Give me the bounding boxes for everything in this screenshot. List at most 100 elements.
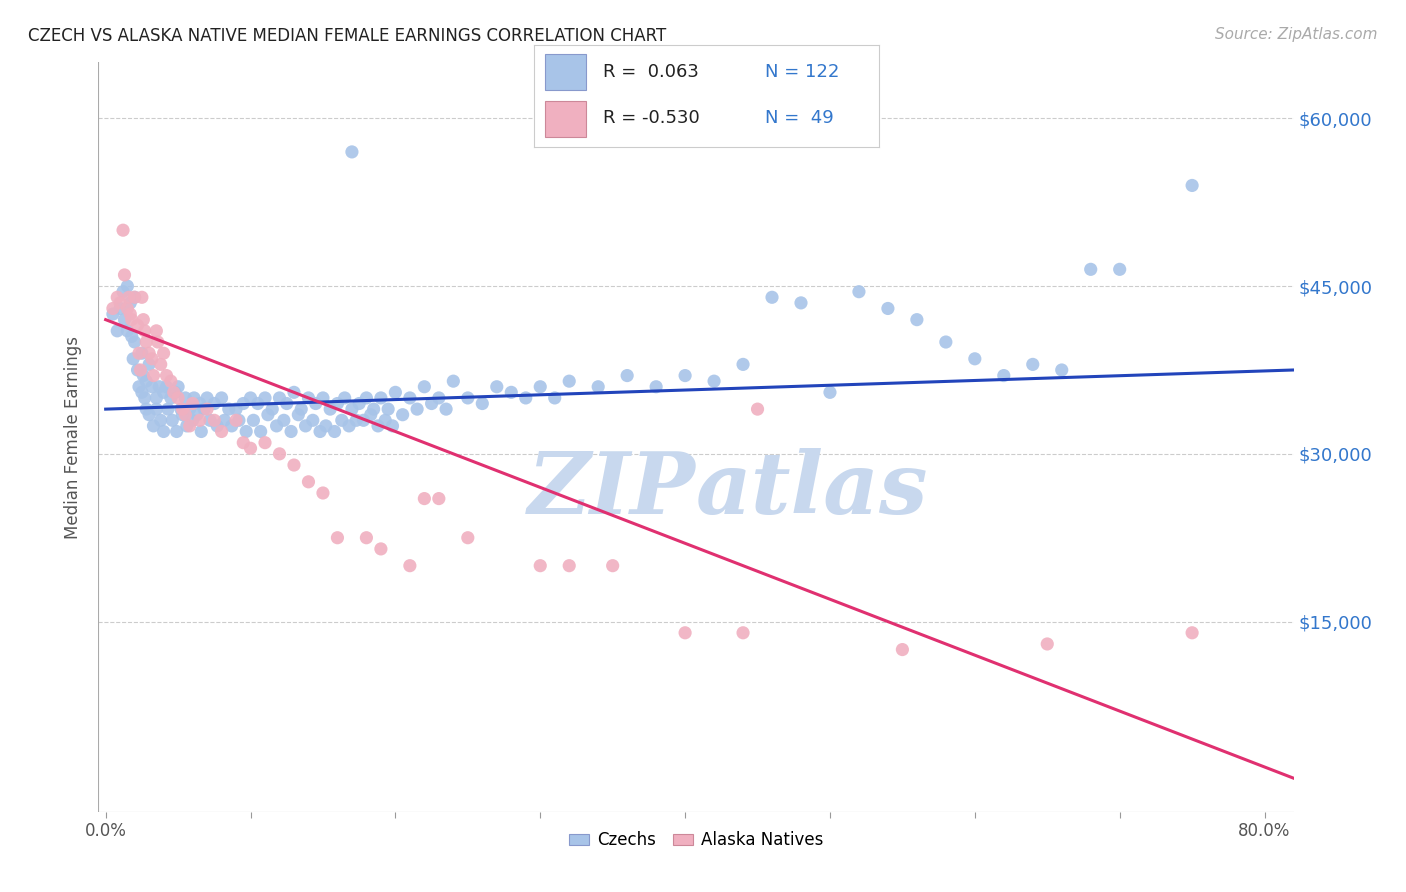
Point (374, 413, 396, 427)
Point (239, 442, 262, 456)
Point (399, 391, 422, 405)
Point (1050, 363, 1073, 377)
Point (128, 380, 150, 394)
Point (131, 346, 153, 360)
Point (138, 346, 160, 360)
Point (413, 491, 436, 506)
Point (290, 402, 312, 417)
Point (360, 408, 382, 422)
Point (149, 358, 172, 372)
Point (152, 425, 174, 439)
Point (471, 396, 494, 410)
Point (673, 625, 696, 640)
Point (420, 396, 443, 410)
Point (515, 391, 537, 405)
Point (105, 290, 128, 304)
Point (108, 296, 131, 310)
Point (225, 413, 247, 427)
Point (221, 418, 243, 433)
Point (485, 380, 508, 394)
Point (105, 324, 128, 338)
Point (399, 558, 422, 573)
Point (141, 380, 163, 394)
Point (190, 425, 212, 439)
Point (253, 391, 276, 405)
Point (193, 402, 215, 417)
Point (124, 290, 146, 304)
Point (114, 268, 136, 282)
Point (340, 145, 363, 159)
Point (501, 385, 523, 400)
Point (149, 413, 172, 427)
Point (165, 385, 187, 400)
Point (162, 413, 184, 427)
Point (529, 558, 551, 573)
Point (434, 402, 457, 417)
Point (176, 418, 198, 433)
Point (117, 279, 139, 293)
Point (790, 296, 813, 310)
Point (179, 418, 201, 433)
Point (198, 413, 221, 427)
Point (101, 307, 124, 321)
Point (266, 418, 288, 433)
Point (141, 351, 163, 366)
Point (262, 402, 284, 417)
Point (283, 385, 305, 400)
Point (186, 408, 208, 422)
Point (181, 413, 204, 427)
Point (337, 418, 360, 433)
Point (891, 642, 914, 657)
Point (117, 301, 139, 316)
Point (246, 396, 269, 410)
Point (993, 368, 1015, 383)
Point (114, 312, 136, 326)
Point (135, 374, 157, 388)
Point (312, 486, 335, 500)
Point (301, 413, 323, 427)
Point (174, 391, 197, 405)
Text: N =  49: N = 49 (765, 110, 834, 128)
Point (108, 301, 131, 316)
Point (214, 413, 236, 427)
Point (163, 385, 186, 400)
Point (117, 324, 139, 338)
Point (174, 408, 197, 422)
Point (356, 391, 378, 405)
Point (195, 402, 218, 417)
Point (326, 396, 349, 410)
Point (134, 324, 156, 338)
Point (340, 402, 363, 417)
Point (183, 391, 205, 405)
Point (142, 368, 165, 383)
Point (905, 312, 928, 326)
Point (1080, 262, 1102, 277)
Point (152, 385, 174, 400)
Point (377, 402, 399, 417)
Point (309, 425, 332, 439)
Point (529, 380, 551, 394)
Point (155, 368, 177, 383)
Point (145, 402, 167, 417)
Point (188, 413, 211, 427)
Point (297, 475, 319, 489)
Text: R = -0.530: R = -0.530 (603, 110, 700, 128)
Text: CZECH VS ALASKA NATIVE MEDIAN FEMALE EARNINGS CORRELATION CHART: CZECH VS ALASKA NATIVE MEDIAN FEMALE EAR… (28, 27, 666, 45)
Point (457, 531, 479, 545)
Point (218, 402, 240, 417)
Point (127, 363, 149, 377)
Point (167, 391, 190, 405)
Text: R =  0.063: R = 0.063 (603, 62, 699, 81)
Text: N = 122: N = 122 (765, 62, 839, 81)
Y-axis label: Median Female Earnings: Median Female Earnings (65, 335, 83, 539)
Point (1108, 262, 1130, 277)
Point (145, 391, 167, 405)
Point (101, 301, 124, 316)
Point (202, 396, 225, 410)
Point (131, 385, 153, 400)
Point (228, 413, 250, 427)
Point (195, 391, 218, 405)
Point (1181, 178, 1204, 193)
Text: ZIP: ZIP (529, 448, 696, 532)
Point (205, 418, 228, 433)
